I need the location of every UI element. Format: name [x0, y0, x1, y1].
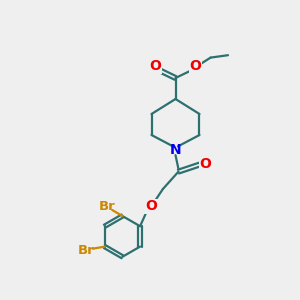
Text: O: O: [145, 200, 157, 213]
Text: O: O: [190, 59, 202, 73]
Text: Br: Br: [98, 200, 115, 214]
Text: O: O: [199, 157, 211, 170]
Text: Br: Br: [78, 244, 94, 257]
Text: N: N: [170, 143, 181, 157]
Text: O: O: [149, 59, 161, 73]
